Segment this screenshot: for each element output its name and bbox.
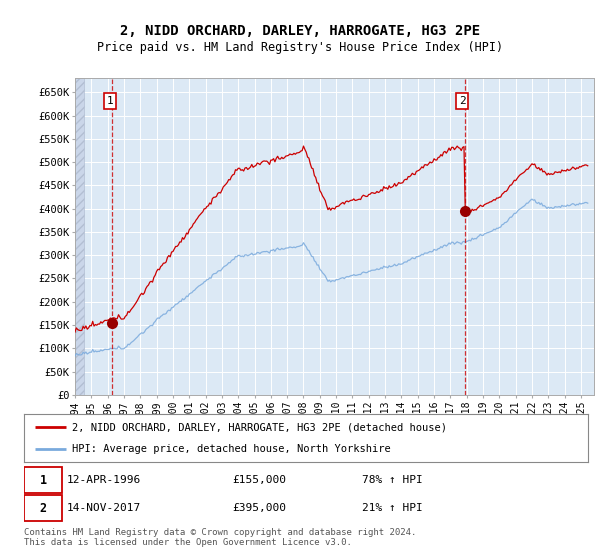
Text: 1: 1 <box>40 474 47 487</box>
Text: 78% ↑ HPI: 78% ↑ HPI <box>362 475 423 485</box>
Text: 2: 2 <box>459 96 466 106</box>
Text: 12-APR-1996: 12-APR-1996 <box>66 475 140 485</box>
Text: £155,000: £155,000 <box>233 475 287 485</box>
Text: £395,000: £395,000 <box>233 503 287 514</box>
Bar <box>75 78 84 395</box>
Text: 21% ↑ HPI: 21% ↑ HPI <box>362 503 423 514</box>
Text: Price paid vs. HM Land Registry's House Price Index (HPI): Price paid vs. HM Land Registry's House … <box>97 41 503 54</box>
FancyBboxPatch shape <box>24 467 62 493</box>
Text: Contains HM Land Registry data © Crown copyright and database right 2024.
This d: Contains HM Land Registry data © Crown c… <box>24 528 416 547</box>
Text: HPI: Average price, detached house, North Yorkshire: HPI: Average price, detached house, Nort… <box>72 444 391 454</box>
Text: 2: 2 <box>40 502 47 515</box>
Text: 14-NOV-2017: 14-NOV-2017 <box>66 503 140 514</box>
Text: 1: 1 <box>106 96 113 106</box>
FancyBboxPatch shape <box>24 496 62 521</box>
Text: 2, NIDD ORCHARD, DARLEY, HARROGATE, HG3 2PE (detached house): 2, NIDD ORCHARD, DARLEY, HARROGATE, HG3 … <box>72 422 447 432</box>
Text: 2, NIDD ORCHARD, DARLEY, HARROGATE, HG3 2PE: 2, NIDD ORCHARD, DARLEY, HARROGATE, HG3 … <box>120 24 480 38</box>
